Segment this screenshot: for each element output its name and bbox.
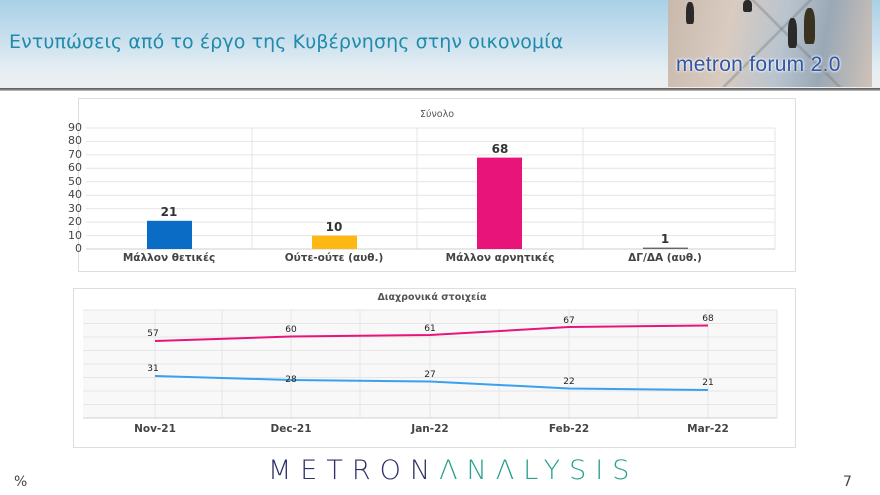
figure-icon — [686, 2, 694, 24]
line-x-label: Feb-22 — [548, 423, 590, 435]
line-value-label: 22 — [563, 377, 575, 387]
line-x-label: Mar-22 — [687, 423, 729, 435]
bar-value-label: 10 — [325, 220, 343, 234]
line-value-label: 60 — [285, 325, 297, 335]
y-tick: 50 — [68, 175, 82, 188]
y-tick: 60 — [68, 161, 82, 174]
bar-value-label: 68 — [491, 142, 509, 156]
line-series-positive — [154, 375, 709, 391]
bar-category-label: ΔΓ/ΔΑ (αυθ.) — [628, 252, 702, 264]
metron-analysis-logo: METRONΛNΛLYSIS — [268, 455, 638, 486]
line-value-label: 21 — [702, 378, 714, 388]
bar-category-label: Μάλλον αρνητικές — [445, 252, 555, 264]
bar-value-label: 1 — [660, 232, 670, 246]
page-number: 7 — [843, 474, 852, 490]
bar-category-label: Μάλλον θετικές — [122, 252, 216, 264]
line-x-label: Nov-21 — [134, 423, 176, 435]
brand-part-analysis: ΛNΛLYSIS — [439, 455, 639, 486]
bar-neutral — [312, 235, 357, 249]
brand-part-metron: METRON — [268, 455, 440, 486]
logo-text: metron forum 2.0 — [676, 53, 841, 76]
line-value-label: 28 — [285, 375, 297, 385]
y-tick: 80 — [68, 134, 82, 147]
y-tick: 20 — [68, 215, 82, 228]
line-value-label: 67 — [563, 316, 575, 326]
figure-icon — [788, 18, 797, 48]
unit-label: % — [14, 474, 28, 490]
bar-chart-title: Σύνολο — [419, 109, 455, 120]
y-tick: 90 — [68, 121, 82, 134]
figure-icon — [743, 0, 752, 12]
y-tick: 0 — [75, 242, 82, 255]
line-value-label: 27 — [424, 370, 436, 380]
line-value-label: 31 — [147, 364, 159, 374]
line-value-label: 61 — [424, 324, 436, 334]
metron-forum-logo: metron forum 2.0 — [668, 0, 872, 87]
y-tick: 30 — [68, 202, 82, 215]
header-divider — [0, 88, 880, 91]
bar-dk — [643, 247, 688, 249]
line-value-label: 68 — [702, 314, 714, 324]
y-tick: 10 — [68, 229, 82, 242]
bar-positive — [147, 220, 192, 249]
y-tick: 70 — [68, 148, 82, 161]
figure-icon — [804, 8, 815, 44]
line-value-label: 57 — [147, 329, 159, 339]
line-chart-title: Διαχρονικά στοιχεία — [377, 292, 487, 303]
line-x-label: Jan-22 — [411, 423, 449, 435]
y-tick: 40 — [68, 188, 82, 201]
bar-value-label: 21 — [160, 205, 178, 219]
line-series-negative — [154, 324, 709, 342]
slide-header: Εντυπώσεις από το έργο της Κυβέρνησης στ… — [0, 0, 880, 88]
slide-title: Εντυπώσεις από το έργο της Κυβέρνησης στ… — [9, 31, 564, 53]
bar-chart-panel — [78, 98, 796, 272]
bar-negative — [477, 157, 522, 249]
bar-category-label: Ούτε-ούτε (αυθ.) — [284, 252, 384, 264]
line-x-label: Dec-21 — [270, 423, 312, 435]
